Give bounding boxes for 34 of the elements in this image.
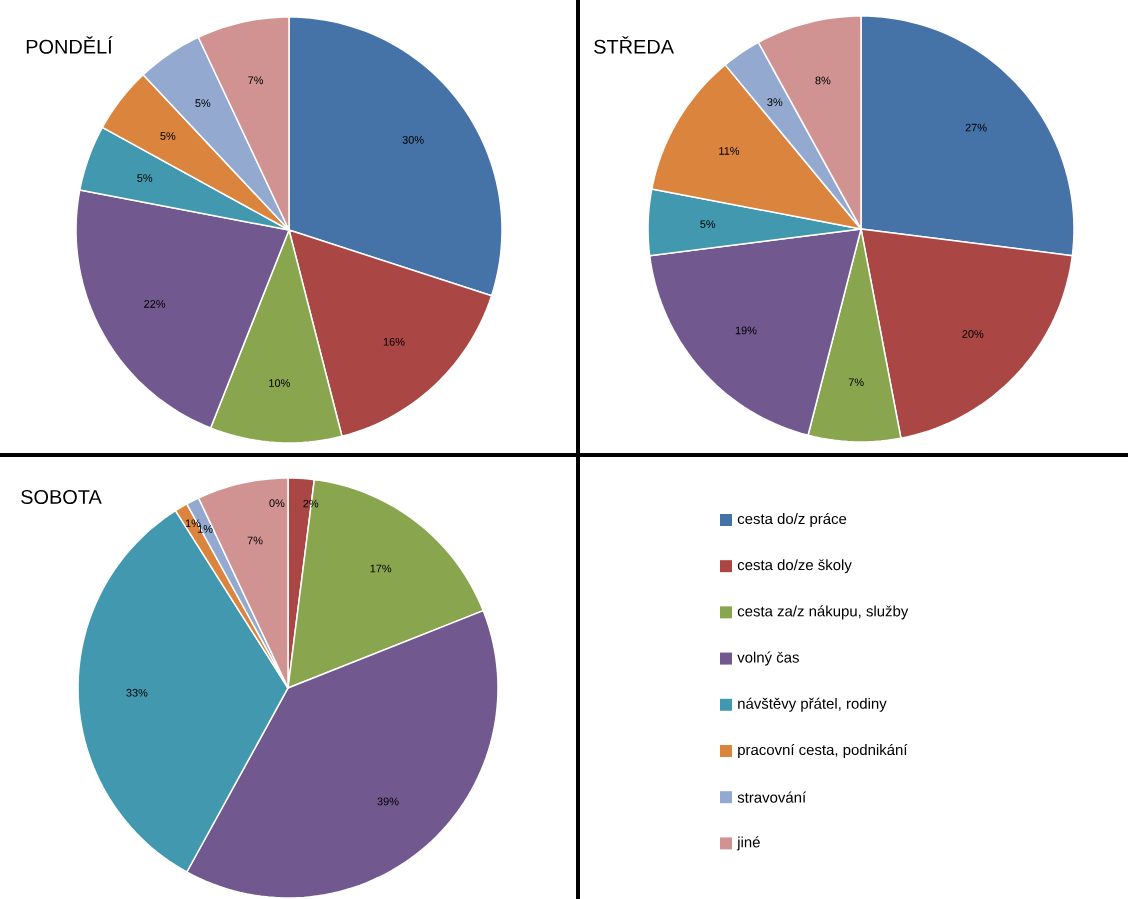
data-label: 39%	[377, 797, 399, 806]
text: STŘEDA	[594, 36, 674, 54]
data-label: 11%	[719, 147, 740, 155]
data-label: 5%	[700, 220, 716, 229]
data-label: 7%	[848, 378, 864, 387]
data-label: 7%	[248, 76, 264, 85]
legend-label: cesta do/z práce	[737, 512, 847, 528]
legend-label: návštěvy přátel, rodiny	[738, 697, 887, 712]
legend-label: volný čas	[737, 651, 799, 666]
chart-title: SOBOTA	[21, 489, 102, 505]
data-label: 8%	[815, 76, 831, 85]
data-label: 17%	[370, 564, 392, 573]
data-label: 19%	[735, 326, 757, 335]
data-label: 7%	[247, 536, 263, 545]
data-label: 5%	[137, 174, 153, 182]
data-label: 5%	[195, 99, 211, 107]
data-label: 3%	[767, 98, 783, 107]
data-label: 22%	[144, 300, 166, 308]
data-label: 2%	[303, 499, 319, 508]
data-label: 27%	[965, 123, 987, 132]
legend-label: cesta za/z nákupu, služby	[737, 605, 909, 620]
data-label: 33%	[126, 688, 148, 697]
legend-label: jiné	[736, 836, 760, 851]
data-label: 10%	[269, 379, 290, 387]
legend-label: cesta do/ze školy	[737, 559, 852, 574]
legend-label: pracovní cesta, podnikání	[738, 743, 908, 759]
text: PONDĚLÍ	[26, 36, 113, 54]
legend-label: stravování	[737, 791, 807, 803]
data-label: 20%	[962, 330, 984, 338]
text: 0%	[269, 499, 285, 508]
data-label: 16%	[383, 337, 405, 346]
data-label: 30%	[402, 135, 424, 144]
data-label: 1%	[197, 525, 213, 533]
data-label: 5%	[160, 132, 176, 140]
